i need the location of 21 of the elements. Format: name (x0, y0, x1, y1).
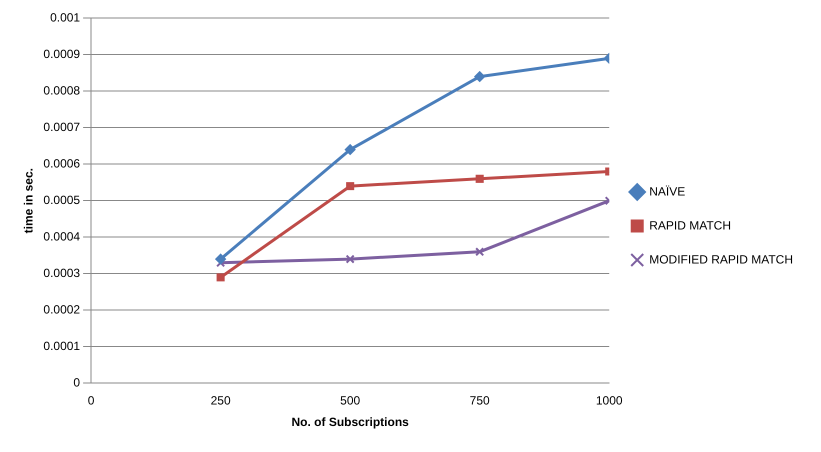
y-tick-label: 0.0008 (43, 84, 80, 98)
y-tick-label: 0.0007 (43, 120, 80, 134)
y-tick-label: 0.0009 (43, 47, 80, 62)
y-tick-label: 0.0002 (43, 302, 80, 317)
x-tick-label: 750 (470, 394, 490, 408)
legend-label: MODIFIED RAPID MATCH (649, 252, 794, 266)
y-tick-label: 0.0004 (43, 230, 80, 244)
y-tick-label: 0.0001 (43, 339, 80, 354)
x-axis-title: No. of Subscriptions (291, 415, 410, 430)
y-tick-label: 0.0005 (43, 193, 80, 208)
y-tick-label: 0.001 (50, 10, 80, 25)
y-tick-label: 0.0006 (43, 156, 80, 171)
legend-label: NAÏVE (649, 184, 686, 198)
x-tick-label: 0 (88, 394, 95, 408)
x-tick-label: 500 (340, 394, 360, 408)
x-tick-label: 1000 (596, 394, 623, 408)
y-tick-label: 0.0003 (43, 266, 80, 280)
legend-label: RAPID MATCH (649, 218, 732, 232)
y-tick-label: 0 (73, 376, 80, 390)
x-tick-label: 250 (210, 394, 231, 408)
y-axis-title: time in sec. (22, 168, 36, 234)
